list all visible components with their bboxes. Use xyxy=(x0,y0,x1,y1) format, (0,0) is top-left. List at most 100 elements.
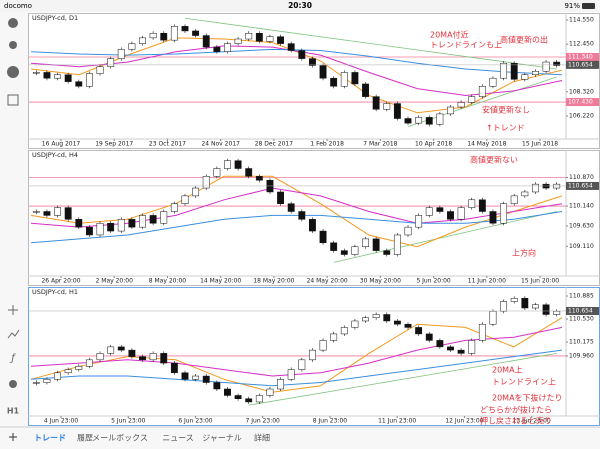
current-price-box xyxy=(566,60,599,69)
chart-title: USDJPY-cd, D1 xyxy=(32,14,78,22)
candle-body xyxy=(32,72,40,74)
candle-body xyxy=(500,62,508,79)
candle-body xyxy=(330,242,338,251)
candle-body xyxy=(181,26,189,32)
candle-body xyxy=(117,219,125,232)
x-tick-label: 8 May 20:00 xyxy=(149,278,187,285)
candle-body xyxy=(351,320,359,328)
candle-body xyxy=(457,349,465,354)
candle-body xyxy=(351,72,359,85)
annotation: 上方向 xyxy=(512,248,536,258)
candle-body xyxy=(107,346,115,354)
candle-body xyxy=(425,207,433,216)
y-tick-label: 109.960 xyxy=(569,352,594,359)
candle-body xyxy=(149,32,157,39)
candle-body xyxy=(54,207,61,216)
candle-body xyxy=(255,395,263,403)
candle-body xyxy=(234,160,242,169)
candle-body xyxy=(319,340,327,351)
candle-body xyxy=(542,61,550,72)
hline-label: 107.430 xyxy=(568,99,593,106)
candle-body xyxy=(64,74,72,82)
candle-body xyxy=(224,388,231,396)
candle-body xyxy=(447,106,454,115)
x-tick-label: 14 May 20:00 xyxy=(200,278,241,285)
x-tick-label: 24 May 20:00 xyxy=(307,278,348,285)
icon-templates[interactable] xyxy=(9,380,17,388)
candle-body xyxy=(415,327,423,335)
candle-body xyxy=(457,207,465,220)
candle-body xyxy=(532,183,539,193)
candle-body xyxy=(54,372,61,380)
tab[interactable]: ジャーナル xyxy=(202,434,242,443)
candle-body xyxy=(170,26,178,41)
candle-body xyxy=(202,375,210,383)
x-tick-label: 6 Jun 23:00 xyxy=(178,418,212,425)
candle-body xyxy=(160,353,168,364)
annotation: 高値更新の出 xyxy=(500,35,548,45)
annotation: ↑トレンド xyxy=(486,124,525,133)
candle-body xyxy=(75,366,83,370)
candle-body xyxy=(43,211,51,216)
x-tick-label: 1 Feb 2018 xyxy=(310,141,344,148)
candle-body xyxy=(75,81,83,87)
icon-objects[interactable] xyxy=(7,329,20,339)
timeframe-button[interactable]: H1 xyxy=(7,407,20,416)
candle-body xyxy=(245,168,253,177)
tab[interactable]: 履歴 xyxy=(77,434,93,443)
candle-body xyxy=(436,113,444,125)
tab[interactable]: ニュース xyxy=(162,434,194,443)
candle-body xyxy=(96,353,104,361)
candle-body xyxy=(415,117,423,124)
candle-body xyxy=(404,118,412,124)
candle-body xyxy=(383,314,391,322)
candle-body xyxy=(128,219,136,228)
candle-body xyxy=(192,187,200,197)
candle-body xyxy=(510,62,518,80)
candle-body xyxy=(139,215,146,228)
candle-body xyxy=(202,35,210,48)
candle-body xyxy=(128,349,136,357)
icon-indicators[interactable]: ƒ xyxy=(9,353,16,364)
candle-body xyxy=(85,359,93,367)
moving-average xyxy=(30,317,563,393)
current-price-label: 110.654 xyxy=(568,182,593,189)
candle-body xyxy=(330,77,338,87)
x-tick-label: 14 May 2018 xyxy=(467,141,506,148)
status-bar xyxy=(0,0,600,12)
candle-body xyxy=(234,38,242,44)
tab[interactable]: 詳細 xyxy=(254,433,270,443)
trendline xyxy=(407,76,557,127)
annotation: どちらかが抜けたら xyxy=(480,405,552,415)
y-tick-label: 109.630 xyxy=(569,222,594,229)
y-tick-label: 110.870 xyxy=(569,174,594,181)
y-tick-label: 110.175 xyxy=(569,339,594,346)
candle-body xyxy=(64,207,72,220)
candle-body xyxy=(478,199,486,212)
candle-body xyxy=(425,333,433,341)
candle-body xyxy=(32,382,40,384)
candle-body xyxy=(181,372,189,380)
tab[interactable]: トレード xyxy=(34,434,66,443)
add-button[interactable] xyxy=(9,433,17,441)
tab[interactable]: メールボックス xyxy=(92,434,148,443)
icon-crosshair[interactable] xyxy=(8,305,18,315)
icon-account[interactable] xyxy=(9,41,17,49)
x-tick-label: 10 Apr 2018 xyxy=(415,141,452,148)
icon-chat[interactable] xyxy=(7,66,19,78)
candle-body xyxy=(107,222,115,232)
x-tick-label: 11 Jun 20:00 xyxy=(468,278,506,285)
candle-body xyxy=(298,359,306,370)
candle-body xyxy=(521,74,529,80)
trendline xyxy=(248,352,557,406)
candle-body xyxy=(149,353,157,361)
candle-body xyxy=(489,310,497,325)
icon-quotes[interactable] xyxy=(8,18,18,28)
candle-body xyxy=(213,168,221,177)
x-tick-label: 4 Jun 23:00 xyxy=(44,418,78,425)
candle-body xyxy=(170,203,178,212)
x-tick-label: 11 Jun 23:00 xyxy=(378,418,416,425)
icon-new-order[interactable] xyxy=(7,94,19,106)
annotation: 20MA付近 xyxy=(430,30,469,40)
candle-body xyxy=(489,77,497,87)
